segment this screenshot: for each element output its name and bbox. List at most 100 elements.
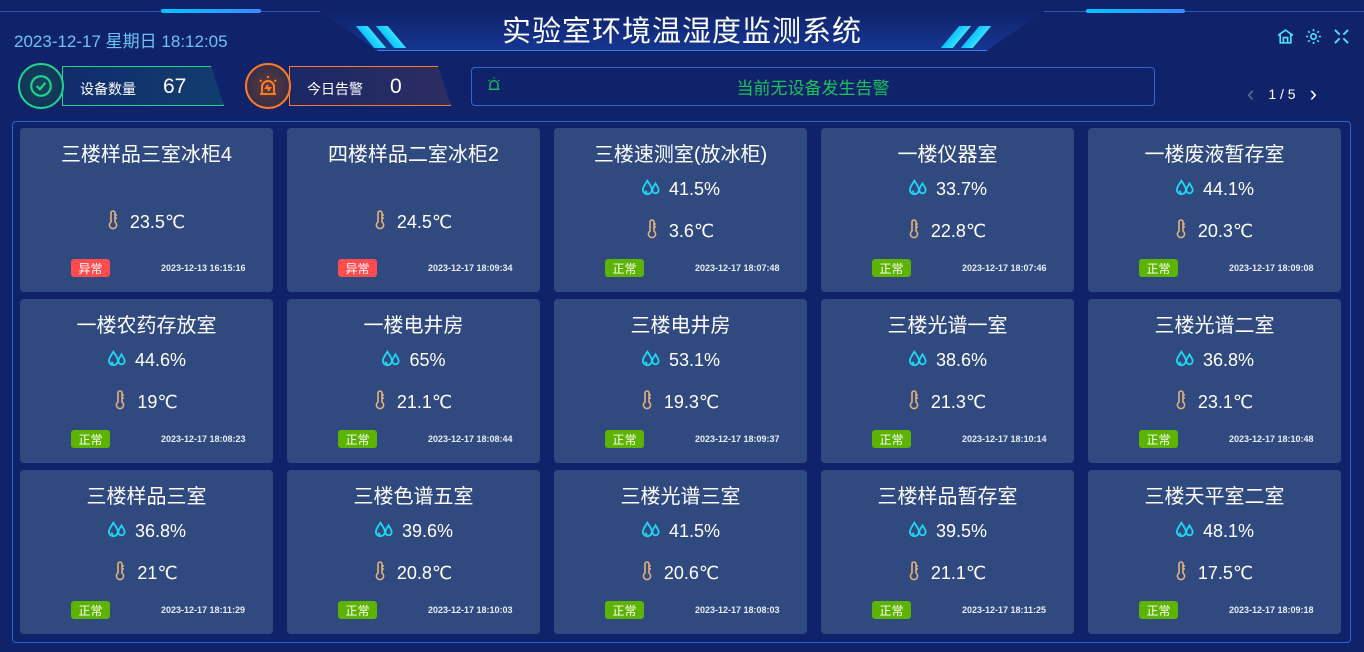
device-name: 三楼色谱五室 xyxy=(353,486,474,508)
humidity-icon xyxy=(1175,520,1195,543)
update-time: 2023-12-17 18:08:03 xyxy=(695,605,780,615)
update-time: 2023-12-17 18:08:23 xyxy=(161,434,246,444)
device-card[interactable]: 一楼废液暂存室 44.1% 20.3℃ 正常 2023-12-17 18:09:… xyxy=(1088,128,1341,292)
alarm-light-icon xyxy=(245,63,291,109)
device-card[interactable]: 三楼光谱三室 41.5% 20.6℃ 正常 2023-12-17 18:08:0… xyxy=(554,470,807,634)
device-card[interactable]: 三楼天平室二室 48.1% 17.5℃ 正常 2023-12-17 18:09:… xyxy=(1088,470,1341,634)
temperature-value: 19.3℃ xyxy=(663,392,720,412)
temperature-value: 20.8℃ xyxy=(396,563,453,583)
title-stripes-right xyxy=(940,26,1010,48)
humidity-icon xyxy=(107,520,127,543)
device-name: 三楼光谱三室 xyxy=(620,486,741,508)
device-card[interactable]: 三楼速测室(放冰柜) 41.5% 3.6℃ 正常 2023-12-17 18:0… xyxy=(554,128,807,292)
device-card[interactable]: 三楼样品三室 36.8% 21℃ 正常 2023-12-17 18:11:29 xyxy=(20,470,273,634)
device-card[interactable]: 三楼电井房 53.1% 19.3℃ 正常 2023-12-17 18:09:37 xyxy=(554,299,807,463)
device-card[interactable]: 三楼光谱一室 38.6% 21.3℃ 正常 2023-12-17 18:10:1… xyxy=(821,299,1074,463)
temperature-value: 17.5℃ xyxy=(1197,563,1254,583)
temperature-value: 24.5℃ xyxy=(396,212,453,232)
status-badge: 正常 xyxy=(872,430,911,448)
temperature-reading: 24.5℃ xyxy=(287,210,540,235)
header-line-right xyxy=(1044,11,1364,12)
thermometer-icon xyxy=(642,390,652,415)
device-card[interactable]: 四楼样品二室冰柜2 24.5℃ 异常 2023-12-17 18:09:34 xyxy=(287,128,540,292)
humidity-icon xyxy=(908,520,928,543)
humidity-reading: 44.1% xyxy=(1088,178,1341,201)
humidity-reading: 41.5% xyxy=(554,178,807,201)
home-icon[interactable] xyxy=(1276,27,1294,45)
device-name: 三楼速测室(放冰柜) xyxy=(593,144,768,166)
humidity-icon xyxy=(908,349,928,372)
temperature-value: 20.6℃ xyxy=(663,563,720,583)
page-indicator: 1 / 5 xyxy=(1268,86,1296,102)
temperature-reading: 19.3℃ xyxy=(554,390,807,415)
humidity-reading: 53.1% xyxy=(554,349,807,372)
alarm-count-label: 今日告警 xyxy=(307,81,363,97)
update-time: 2023-12-17 18:08:44 xyxy=(428,434,513,444)
title-frame xyxy=(320,11,1044,51)
humidity-value: 36.8% xyxy=(134,521,187,541)
thermometer-icon xyxy=(1176,390,1186,415)
device-card[interactable]: 三楼样品三室冰柜4 23.5℃ 异常 2023-12-13 16:15:16 xyxy=(20,128,273,292)
update-time: 2023-12-17 18:07:48 xyxy=(695,263,780,273)
device-grid: 三楼样品三室冰柜4 23.5℃ 异常 2023-12-13 16:15:16 四楼… xyxy=(20,128,1341,634)
header-tools xyxy=(1276,27,1350,45)
device-card[interactable]: 一楼农药存放室 44.6% 19℃ 正常 2023-12-17 18:08:23 xyxy=(20,299,273,463)
humidity-reading: 38.6% xyxy=(821,349,1074,372)
prev-page-button[interactable]: ‹ xyxy=(1247,81,1255,106)
status-badge: 异常 xyxy=(338,259,377,277)
humidity-reading: 39.5% xyxy=(821,520,1074,543)
humidity-reading: 39.6% xyxy=(287,520,540,543)
device-name: 三楼天平室二室 xyxy=(1144,486,1285,508)
humidity-value: 53.1% xyxy=(668,350,721,370)
temperature-reading: 17.5℃ xyxy=(1088,561,1341,586)
temperature-value: 20.3℃ xyxy=(1197,221,1254,241)
fullscreen-icon[interactable] xyxy=(1332,27,1350,45)
device-card[interactable]: 三楼光谱二室 36.8% 23.1℃ 正常 2023-12-17 18:10:4… xyxy=(1088,299,1341,463)
humidity-value: 36.8% xyxy=(1202,350,1255,370)
humidity-icon xyxy=(1175,349,1195,372)
alarm-count-frame xyxy=(289,66,451,106)
humidity-reading: 48.1% xyxy=(1088,520,1341,543)
temperature-value: 23.5℃ xyxy=(129,212,186,232)
device-name: 三楼光谱一室 xyxy=(887,315,1008,337)
humidity-icon xyxy=(107,349,127,372)
humidity-value: 44.6% xyxy=(134,350,187,370)
humidity-value: 44.1% xyxy=(1202,179,1255,199)
temperature-reading: 21.3℃ xyxy=(821,390,1074,415)
update-time: 2023-12-17 18:10:48 xyxy=(1229,434,1314,444)
device-card[interactable]: 一楼仪器室 33.7% 22.8℃ 正常 2023-12-17 18:07:46 xyxy=(821,128,1074,292)
temperature-reading: 23.5℃ xyxy=(20,210,273,235)
temperature-value: 21.1℃ xyxy=(396,392,453,412)
thermometer-icon xyxy=(909,390,919,415)
temperature-reading: 19℃ xyxy=(20,390,273,415)
thermometer-icon xyxy=(642,561,652,586)
device-card[interactable]: 三楼样品暂存室 39.5% 21.1℃ 正常 2023-12-17 18:11:… xyxy=(821,470,1074,634)
gear-icon[interactable] xyxy=(1304,27,1322,45)
thermometer-icon xyxy=(1176,219,1186,244)
header-glow-right xyxy=(1086,9,1185,13)
device-name: 一楼仪器室 xyxy=(897,144,998,166)
humidity-value: 48.1% xyxy=(1202,521,1255,541)
update-time: 2023-12-17 18:09:08 xyxy=(1229,263,1314,273)
device-card[interactable]: 一楼电井房 65% 21.1℃ 正常 2023-12-17 18:08:44 xyxy=(287,299,540,463)
thermometer-icon xyxy=(375,561,385,586)
device-name: 三楼光谱二室 xyxy=(1154,315,1275,337)
humidity-reading: 36.8% xyxy=(20,520,273,543)
update-time: 2023-12-17 18:09:18 xyxy=(1229,605,1314,615)
humidity-reading: 36.8% xyxy=(1088,349,1341,372)
thermometer-icon xyxy=(375,210,385,235)
humidity-icon xyxy=(641,178,661,201)
page-title: 实验室环境温湿度监测系统 xyxy=(501,16,863,48)
humidity-value: 33.7% xyxy=(935,179,988,199)
update-time: 2023-12-17 18:09:37 xyxy=(695,434,780,444)
device-card[interactable]: 三楼色谱五室 39.6% 20.8℃ 正常 2023-12-17 18:10:0… xyxy=(287,470,540,634)
next-page-button[interactable]: › xyxy=(1309,81,1317,106)
status-badge: 正常 xyxy=(1139,601,1178,619)
status-badge: 异常 xyxy=(71,259,110,277)
humidity-value: 41.5% xyxy=(668,179,721,199)
thermometer-icon xyxy=(375,390,385,415)
alarm-light-icon xyxy=(486,76,502,97)
temperature-value: 21.1℃ xyxy=(930,563,987,583)
status-badge: 正常 xyxy=(1139,259,1178,277)
device-name: 三楼电井房 xyxy=(630,315,731,337)
